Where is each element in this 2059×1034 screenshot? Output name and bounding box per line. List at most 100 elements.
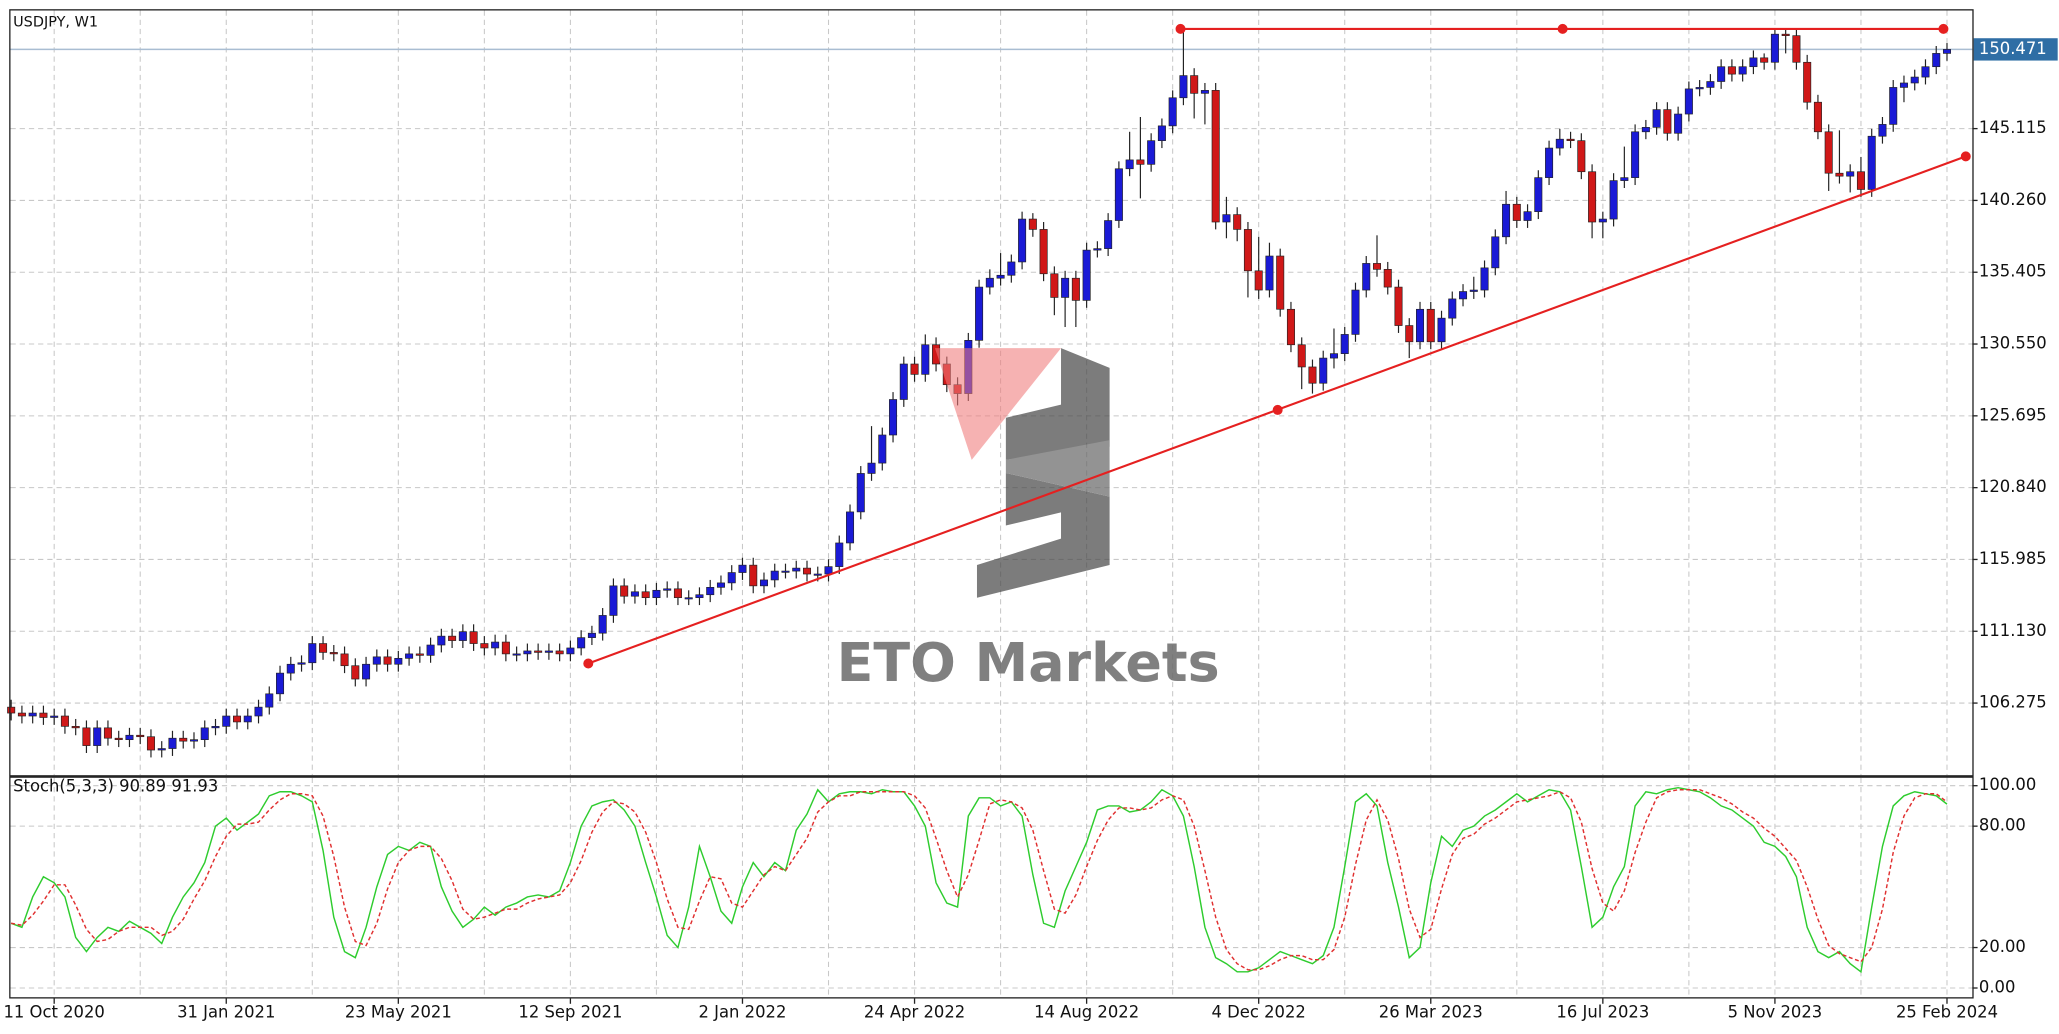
candle-body (39, 712, 48, 718)
y-tick-label: 130.550 (1979, 334, 2047, 353)
x-tick-label: 23 May 2021 (345, 1002, 452, 1021)
candle-body (394, 657, 403, 665)
candle-body (1620, 177, 1629, 181)
candle-body (695, 594, 704, 599)
candle-body (1254, 270, 1263, 291)
line-anchor (1175, 23, 1186, 34)
candle-body (1286, 308, 1295, 346)
candle-body (1867, 135, 1876, 190)
candle-body (1695, 87, 1704, 90)
candle-body (1942, 49, 1951, 54)
candle-body (351, 665, 360, 680)
candle-body (1899, 82, 1908, 88)
candle-body (1426, 308, 1435, 343)
logo-block (976, 472, 1110, 598)
candle-body (362, 663, 371, 680)
candle-body (889, 399, 898, 436)
candle-body (1889, 87, 1898, 125)
candle-body (179, 737, 188, 742)
candle-body (1588, 171, 1597, 223)
y-tick-label: 111.130 (1979, 621, 2047, 640)
candle-body (265, 693, 274, 708)
x-tick-label: 26 Mar 2023 (1379, 1002, 1483, 1021)
candle-body (1050, 273, 1059, 298)
x-tick-label: 2 Jan 2022 (699, 1002, 787, 1021)
candle-body (1706, 81, 1715, 88)
candle-body (1297, 344, 1306, 368)
candle-body (1459, 291, 1468, 300)
candle-body (254, 706, 263, 717)
candle-body (846, 511, 855, 544)
candle-body (1136, 159, 1145, 165)
candle-body (1157, 125, 1166, 141)
candle-body (1663, 109, 1672, 134)
stoch-line (11, 789, 1948, 971)
candle-body (383, 656, 392, 665)
candle-body (1803, 61, 1812, 103)
stochastic-panel (10, 786, 1948, 974)
candle-body (458, 631, 467, 641)
candle-body (28, 712, 37, 717)
y-tick-label: 145.115 (1979, 118, 2047, 137)
y-tick-label: 106.275 (1979, 693, 2047, 712)
x-tick-label: 24 Apr 2022 (864, 1002, 965, 1021)
candle-body (630, 591, 639, 597)
candle-body (448, 635, 457, 641)
candle-body (1674, 113, 1683, 134)
candle-body (1566, 138, 1575, 141)
candle-body (1448, 298, 1457, 319)
candle-body (523, 650, 532, 655)
candle-body (405, 653, 414, 659)
x-tick-label: 31 Jan 2021 (177, 1002, 275, 1021)
candle-body (1147, 140, 1156, 165)
candle-body (1222, 214, 1231, 223)
candle-body (706, 587, 715, 596)
candle-body (1168, 97, 1177, 127)
logo-block (1005, 348, 1110, 460)
candle-body (598, 615, 607, 634)
candle-body (1792, 35, 1801, 63)
candle-body (1577, 140, 1586, 173)
candle-body (1179, 75, 1188, 99)
candle-body (1437, 317, 1446, 343)
candle-body (372, 656, 381, 665)
candle-body (641, 591, 650, 599)
candle-body (243, 715, 252, 723)
candle-body (1061, 277, 1070, 298)
candle-body (512, 653, 521, 656)
candle-body (71, 726, 80, 729)
y-tick-label: 135.405 (1979, 262, 2047, 281)
candle-body (1039, 229, 1048, 275)
x-tick-label: 25 Feb 2024 (1896, 1002, 1998, 1021)
candle-body (792, 567, 801, 572)
candle-body (921, 344, 930, 375)
candle-body (824, 566, 833, 575)
y-tick-label: 100.00 (1979, 775, 2036, 794)
candle-body (1932, 53, 1941, 68)
candle-body (233, 715, 242, 723)
candle-body (1394, 286, 1403, 326)
candle-body (534, 650, 543, 653)
y-tick-label: 120.840 (1979, 477, 2047, 496)
watermark-logo (934, 348, 1110, 598)
candle-body (856, 473, 865, 513)
candle-body (1781, 33, 1790, 36)
candle-body (738, 564, 747, 573)
candle-body (1233, 214, 1242, 230)
candle-body (7, 706, 16, 714)
candle-body (609, 585, 618, 616)
candle-body (1200, 90, 1209, 94)
candle-body (1652, 109, 1661, 128)
x-tick-label: 14 Aug 2022 (1034, 1002, 1139, 1021)
candle-body (276, 672, 285, 695)
x-tick-label: 16 Jul 2023 (1556, 1002, 1649, 1021)
candle-body (415, 653, 424, 656)
y-tick-label: 0.00 (1979, 978, 2016, 997)
candle-body (1405, 325, 1414, 343)
price-label: 150.471 (1979, 39, 2047, 58)
candle-body (82, 727, 91, 746)
price-frame (9, 9, 1974, 777)
candle-body (93, 727, 102, 746)
